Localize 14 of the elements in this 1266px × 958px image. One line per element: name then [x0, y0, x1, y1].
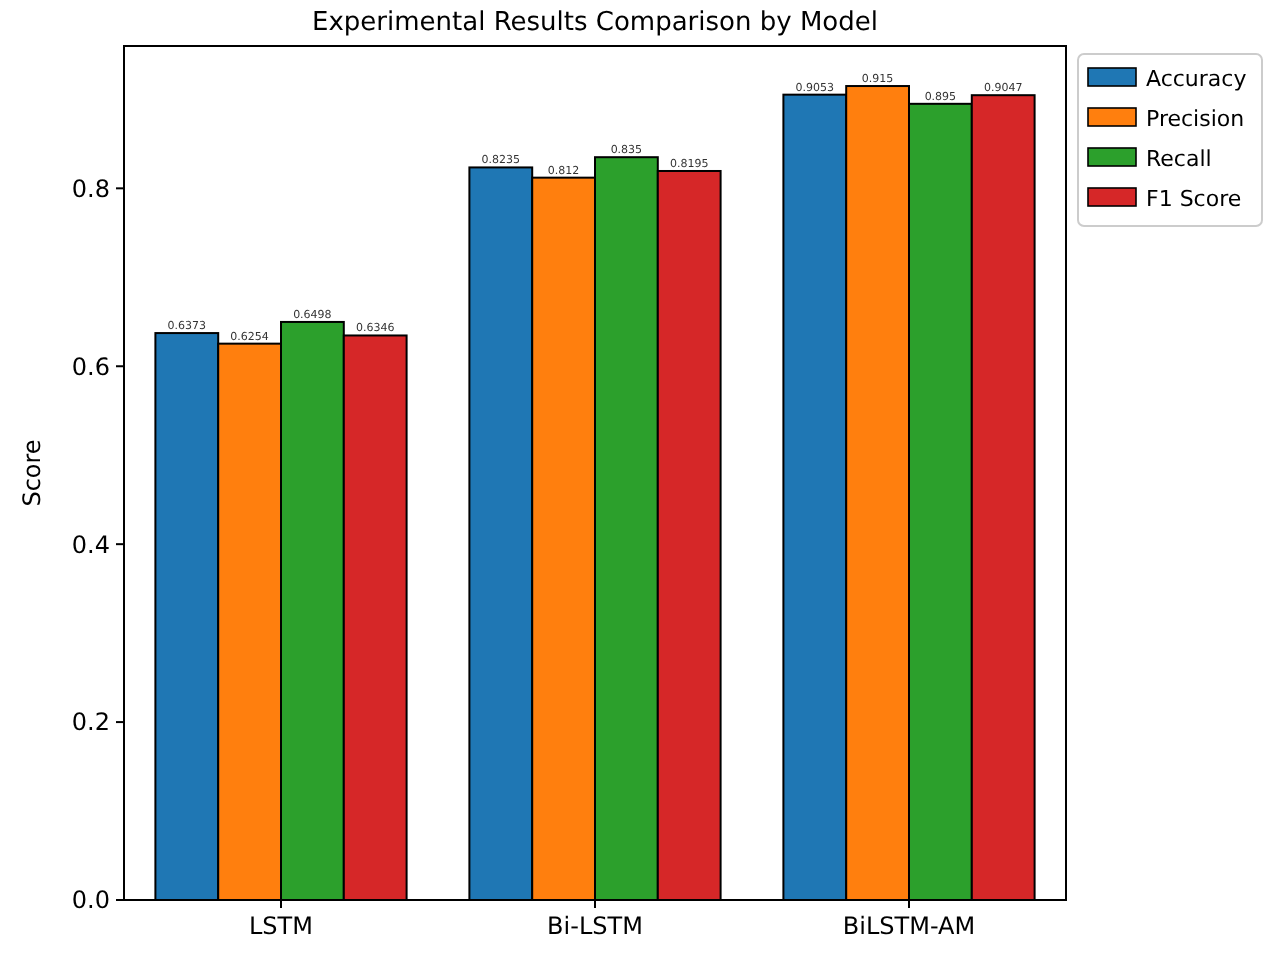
y-tick-label: 0.4 [71, 530, 110, 559]
x-tick-label: Bi-LSTM [547, 912, 643, 940]
y-tick-label: 0.8 [71, 174, 110, 203]
legend-label: Precision [1146, 105, 1245, 132]
y-tick-label: 0.0 [71, 886, 110, 915]
legend-label: F1 Score [1146, 185, 1242, 212]
legend-label: Accuracy [1146, 65, 1248, 92]
x-tick-label: LSTM [249, 912, 313, 940]
chart-title: Experimental Results Comparison by Model [312, 8, 878, 38]
y-tick-label: 0.6 [71, 352, 110, 381]
y-tick-label: 0.2 [71, 708, 110, 737]
x-tick-label: BiLSTM-AM [842, 912, 976, 940]
legend-label: Recall [1146, 145, 1212, 172]
y-axis-title: Score [18, 439, 46, 507]
